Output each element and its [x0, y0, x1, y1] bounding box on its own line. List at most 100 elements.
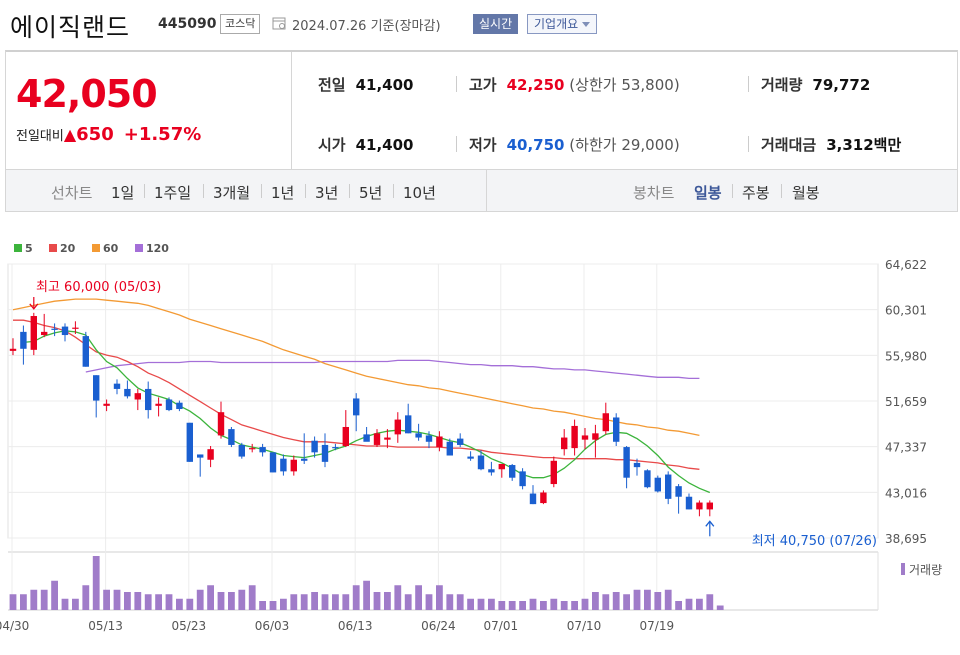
volume-bar: [311, 592, 318, 610]
period-5y[interactable]: 5년: [359, 184, 383, 202]
candle-body: [696, 502, 703, 510]
candle-body: [311, 440, 318, 453]
calendar-icon: [272, 17, 286, 30]
line-chart-label: 선차트: [51, 184, 93, 202]
candle: [103, 399, 110, 412]
candle-body: [72, 327, 79, 329]
volume-bar: [196, 589, 204, 610]
candle-body: [9, 348, 17, 351]
lower-limit-label: 하한가: [575, 136, 617, 154]
candle: [217, 401, 225, 439]
trading-value: 거래대금 3,312백만: [761, 134, 901, 155]
candle-body: [124, 388, 131, 397]
candle: [613, 413, 620, 447]
realtime-button[interactable]: 실시간: [473, 14, 519, 34]
volume-bar: [550, 598, 558, 610]
up-arrow-icon: ▲: [63, 125, 77, 144]
period-1y[interactable]: 1년: [271, 184, 295, 202]
date-text: 2024.07.26: [292, 19, 367, 34]
volume-bar: [571, 601, 578, 610]
candle-body: [301, 458, 308, 461]
candle: [197, 454, 204, 477]
candle-body: [332, 447, 339, 449]
candle: [373, 429, 381, 448]
volume-bar: [425, 594, 433, 610]
candle: [425, 431, 433, 449]
volume-bar: [488, 598, 495, 610]
candle-body: [30, 316, 37, 350]
volume-bar: [92, 556, 100, 610]
candle-body: [529, 493, 537, 505]
candle: [581, 428, 589, 450]
candle: [41, 313, 48, 338]
trading-value-label: 거래대금: [761, 136, 817, 154]
prev-close-value: 41,400: [355, 76, 414, 94]
candle-body: [436, 436, 443, 448]
candle: [238, 442, 245, 459]
quote-panel: 42,050 전일대비▲650 +1.57% 전일 41,400 고가 42,250 …: [5, 50, 958, 170]
volume-bar: [508, 601, 516, 610]
high-label: 고가: [469, 76, 497, 94]
volume-bar: [124, 592, 131, 610]
volume-bar: [581, 598, 589, 610]
candle: [207, 446, 214, 468]
candle-body: [228, 429, 235, 445]
candle-body: [509, 465, 516, 478]
candle: [509, 463, 516, 481]
candle-body: [238, 444, 245, 457]
volume: 거래량 79,772: [761, 74, 870, 95]
candle-body: [145, 388, 152, 411]
volume-bar: [675, 601, 682, 610]
divider: [393, 184, 394, 198]
period-1d[interactable]: 1일: [111, 184, 135, 202]
volume-bar: [321, 594, 329, 610]
candle: [332, 443, 339, 451]
volume-bar: [456, 594, 464, 610]
volume-bar: [477, 598, 485, 610]
period-3m[interactable]: 3개월: [213, 184, 251, 202]
volume-bar: [280, 598, 287, 610]
candle-body: [290, 459, 297, 472]
volume-bar: [696, 598, 703, 610]
volume-value: 79,772: [812, 76, 871, 94]
legend-swatch: [49, 244, 57, 252]
candle: [51, 323, 58, 337]
volume-bar: [332, 594, 339, 610]
volume-bar: [633, 589, 641, 610]
candle-body: [644, 470, 651, 488]
candle-monthly[interactable]: 월봉: [792, 184, 820, 202]
candle-body: [134, 393, 141, 400]
candle-body: [280, 458, 287, 472]
candle-weekly[interactable]: 주봉: [742, 184, 770, 202]
candle-body: [581, 435, 589, 440]
legend-label: 5: [25, 242, 33, 255]
candle: [384, 429, 391, 449]
period-1w[interactable]: 1주일: [154, 184, 192, 202]
volume-bar: [82, 585, 90, 610]
max-arrow-icon: [29, 303, 39, 310]
candle-body: [93, 375, 100, 401]
volume-bar: [134, 592, 142, 610]
period-3y[interactable]: 3년: [315, 184, 339, 202]
candle-body: [207, 449, 214, 460]
legend-swatch: [92, 244, 100, 252]
company-overview-dropdown[interactable]: 기업개요: [527, 14, 598, 34]
chevron-down-icon: [582, 22, 591, 27]
candle: [228, 426, 235, 448]
volume-bar: [716, 605, 724, 610]
candle-body: [384, 437, 391, 440]
candle-daily[interactable]: 일봉: [694, 184, 722, 202]
y-tick-label: 60,301: [885, 304, 927, 318]
x-tick-label: 07/19: [640, 619, 675, 633]
volume-bar: [186, 598, 194, 610]
candle: [644, 469, 651, 489]
volume-bar: [664, 589, 672, 610]
candle-body: [165, 399, 173, 411]
candle: [529, 485, 537, 505]
volume-bar: [290, 594, 298, 610]
volume-bar: [612, 592, 620, 610]
y-tick-label: 43,016: [885, 486, 927, 500]
volume-bar: [207, 585, 214, 610]
period-10y[interactable]: 10년: [403, 184, 436, 202]
